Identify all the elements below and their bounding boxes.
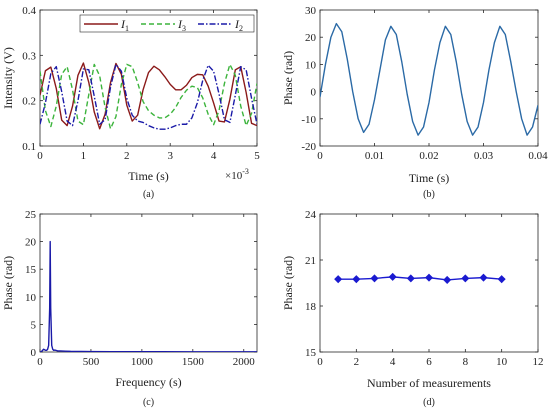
x-tick-label: 4 — [390, 356, 396, 368]
series-line-0 — [338, 276, 502, 281]
x-tick-label: 0 — [317, 150, 323, 162]
x-tick-label: 4 — [211, 150, 217, 162]
legend-label-name: I — [177, 17, 183, 31]
legend: I1 I3 I2 — [79, 14, 255, 33]
y-tick-label: 0.1 — [22, 141, 36, 153]
x-tick-label: 0.02 — [419, 150, 438, 162]
x-tick-label: 0.03 — [474, 150, 494, 162]
y-tick-label: 15 — [25, 264, 37, 276]
y-tick-label: 0.2 — [22, 96, 36, 108]
series-line-i1 — [40, 62, 257, 130]
series-line-i2 — [40, 63, 257, 130]
x-multiplier-base: ×10 — [225, 170, 243, 182]
x-tick-label: 0 — [37, 150, 43, 162]
series-line-0 — [320, 22, 538, 136]
x-tick-label: 0.04 — [528, 150, 548, 162]
panel-caption: (a) — [143, 189, 154, 200]
plot-frame — [319, 213, 539, 353]
x-tick-label: 0 — [37, 356, 43, 368]
panel-b: 0 0.01 0.02 0.03 0.04 -20 -10 0 10 20 30 Time (s) Ph… — [281, 5, 548, 200]
panel-caption: (b) — [423, 189, 435, 200]
y-tick-label: 10 — [25, 292, 37, 304]
panel-a: 0 1 2 3 4 5 0.1 0.2 0.3 0.4 Time (s) Intensity (V) (… — [1, 5, 260, 200]
plot-frame — [39, 9, 258, 147]
y-tick-label: 25 — [25, 209, 37, 221]
x-multiplier-exponent: -3 — [242, 167, 249, 176]
x-tick-label: 6 — [426, 356, 432, 368]
data-point-marker — [406, 274, 415, 283]
x-tick-label: 12 — [533, 356, 544, 368]
panel-caption: (d) — [423, 397, 435, 408]
y-tick-label: 30 — [305, 5, 317, 17]
x-tick-label: 2 — [124, 150, 130, 162]
x-tick-label: 2000 — [233, 356, 256, 368]
data-point-marker — [370, 274, 379, 283]
y-tick-label: 20 — [25, 237, 37, 249]
y-tick-label: 10 — [305, 59, 317, 71]
x-axis-label: Time (s) — [128, 169, 169, 183]
x-axis-multiplier: ×10-3 — [225, 167, 249, 182]
y-tick-label: 0 — [311, 87, 317, 99]
data-point-marker — [479, 273, 488, 282]
y-tick-label: 0.3 — [22, 50, 36, 62]
legend-label-i3: I3 — [177, 17, 186, 33]
data-point-marker — [461, 274, 470, 283]
y-axis-label: Phase (rad) — [1, 256, 15, 310]
data-point-marker — [497, 275, 506, 284]
series-line-0 — [40, 240, 257, 352]
x-tick-label: 1000 — [131, 356, 154, 368]
y-tick-label: 15 — [305, 347, 317, 359]
data-point-marker — [334, 275, 343, 284]
y-tick-label: -20 — [301, 141, 316, 153]
plot-frame — [319, 9, 539, 147]
y-tick-label: -10 — [301, 114, 316, 126]
x-tick-label: 8 — [463, 356, 469, 368]
x-axis-label: Time (s) — [409, 171, 450, 185]
legend-label-name: I — [234, 17, 240, 31]
y-tick-label: 0.4 — [22, 5, 36, 17]
y-tick-label: 5 — [31, 319, 37, 331]
y-axis-label: Phase (rad) — [281, 256, 295, 310]
x-tick-label: 10 — [496, 356, 508, 368]
x-axis-label: Frequency (s) — [115, 375, 181, 389]
y-tick-label: 18 — [305, 301, 317, 313]
x-tick-label: 2 — [354, 356, 360, 368]
y-tick-label: 20 — [305, 32, 317, 44]
x-axis-label: Number of measurements — [367, 376, 491, 390]
y-tick-label: 21 — [305, 255, 316, 267]
plot-frame — [39, 213, 258, 353]
panel-c: 0 500 1000 1500 2000 0 5 10 15 20 25 Frequency (s) P… — [1, 209, 258, 408]
x-tick-label: 0 — [317, 356, 323, 368]
x-tick-label: 500 — [83, 356, 100, 368]
data-point-marker — [388, 272, 397, 281]
x-tick-label: 0.01 — [365, 150, 384, 162]
x-tick-label: 1500 — [182, 356, 205, 368]
legend-label-name: I — [120, 17, 126, 31]
legend-label-subscript: 2 — [239, 24, 243, 33]
legend-label-subscript: 3 — [182, 24, 186, 33]
y-axis-label: Intensity (V) — [1, 47, 15, 109]
x-tick-label: 1 — [81, 150, 87, 162]
data-point-marker — [424, 273, 434, 282]
x-tick-label: 3 — [167, 150, 173, 162]
x-tick-label: 5 — [254, 150, 260, 162]
y-tick-label: 24 — [305, 209, 317, 221]
data-point-marker — [352, 275, 361, 284]
legend-label-i2: I2 — [234, 17, 243, 33]
panel-caption: (c) — [143, 397, 154, 408]
legend-label-subscript: 1 — [125, 24, 129, 33]
data-point-marker — [443, 275, 452, 284]
legend-label-i1: I1 — [120, 17, 129, 33]
y-axis-label: Phase (rad) — [281, 51, 295, 105]
y-tick-label: 0 — [31, 347, 37, 359]
